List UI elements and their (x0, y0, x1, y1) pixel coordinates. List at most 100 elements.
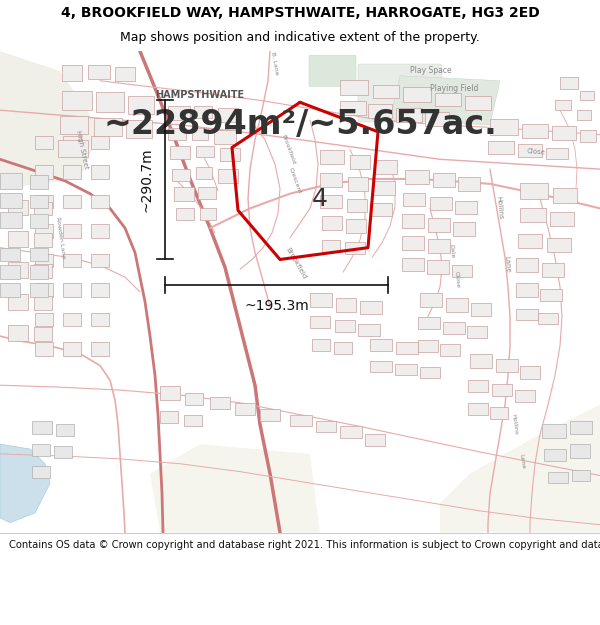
Bar (465, 96, 491, 110)
Bar (515, 390, 535, 402)
Bar (35, 254, 53, 268)
Bar (420, 293, 442, 307)
Bar (452, 266, 472, 277)
Bar (443, 322, 465, 334)
Bar (320, 151, 344, 164)
Bar (516, 259, 538, 272)
Bar (54, 446, 72, 458)
Bar (490, 119, 518, 135)
Bar (312, 339, 330, 351)
Bar (320, 194, 342, 208)
Bar (160, 411, 178, 422)
Bar (310, 293, 332, 307)
Bar (570, 421, 592, 434)
Bar (552, 126, 576, 139)
Text: Crescent: Crescent (288, 167, 302, 194)
Bar (8, 325, 28, 341)
Bar (420, 366, 440, 378)
Polygon shape (390, 76, 500, 125)
Bar (546, 148, 568, 159)
Bar (490, 407, 508, 419)
Text: Map shows position and indicative extent of the property.: Map shows position and indicative extent… (120, 31, 480, 44)
Bar (403, 87, 431, 103)
Bar (172, 169, 190, 181)
Bar (370, 361, 392, 372)
Bar (290, 414, 312, 426)
Bar (373, 84, 399, 98)
Bar (34, 328, 52, 341)
Bar (520, 183, 548, 199)
Bar (8, 262, 28, 278)
Bar (560, 77, 578, 89)
Bar (468, 403, 488, 414)
Bar (428, 218, 450, 232)
Bar (0, 266, 20, 279)
Bar (548, 472, 568, 483)
Bar (196, 146, 214, 158)
Bar (336, 298, 356, 311)
Bar (60, 116, 88, 134)
Text: 4, BROOKFIELD WAY, HAMPSTHWAITE, HARROGATE, HG3 2ED: 4, BROOKFIELD WAY, HAMPSTHWAITE, HARROGA… (61, 6, 539, 21)
Bar (30, 194, 48, 208)
Bar (547, 238, 571, 252)
Bar (63, 194, 81, 208)
Bar (542, 424, 566, 438)
Bar (128, 96, 154, 114)
Bar (35, 136, 53, 149)
Bar (170, 146, 190, 159)
Bar (320, 173, 342, 187)
Bar (335, 321, 355, 332)
Bar (471, 302, 491, 316)
Bar (360, 301, 382, 314)
Text: B. Lane: B. Lane (270, 51, 279, 75)
Bar (520, 366, 540, 379)
Bar (428, 239, 450, 252)
Bar (516, 309, 538, 321)
Bar (580, 130, 596, 142)
Text: Hollins: Hollins (495, 195, 503, 219)
Bar (62, 65, 82, 81)
Bar (453, 222, 475, 236)
Text: Hollins: Hollins (510, 414, 518, 435)
Bar (63, 224, 81, 238)
Bar (375, 160, 397, 174)
Bar (550, 213, 574, 226)
Polygon shape (150, 444, 320, 532)
Bar (235, 403, 255, 414)
Bar (0, 173, 22, 189)
Bar (580, 91, 594, 101)
Bar (435, 92, 461, 106)
Bar (185, 393, 203, 405)
Bar (455, 201, 477, 214)
Text: Lane: Lane (518, 454, 525, 469)
Bar (35, 312, 53, 326)
Bar (340, 80, 368, 96)
Bar (8, 231, 28, 247)
Bar (492, 384, 512, 396)
Bar (310, 316, 330, 328)
Bar (518, 234, 542, 248)
Bar (396, 108, 422, 122)
Bar (402, 258, 424, 271)
Bar (358, 324, 380, 336)
Bar (168, 128, 186, 139)
Bar (0, 283, 20, 297)
Bar (347, 199, 367, 212)
Bar (174, 187, 194, 201)
Bar (192, 128, 208, 139)
Bar (0, 192, 22, 208)
Bar (32, 466, 50, 478)
Bar (91, 136, 109, 149)
Polygon shape (0, 51, 100, 189)
Text: ~290.7m: ~290.7m (139, 148, 153, 213)
Text: Close: Close (454, 271, 460, 288)
Bar (96, 92, 124, 112)
Bar (470, 354, 492, 367)
Bar (63, 136, 81, 149)
Bar (405, 170, 429, 184)
Bar (440, 344, 460, 356)
Bar (396, 342, 418, 354)
Polygon shape (440, 405, 600, 532)
Bar (350, 156, 370, 169)
Bar (334, 342, 352, 354)
